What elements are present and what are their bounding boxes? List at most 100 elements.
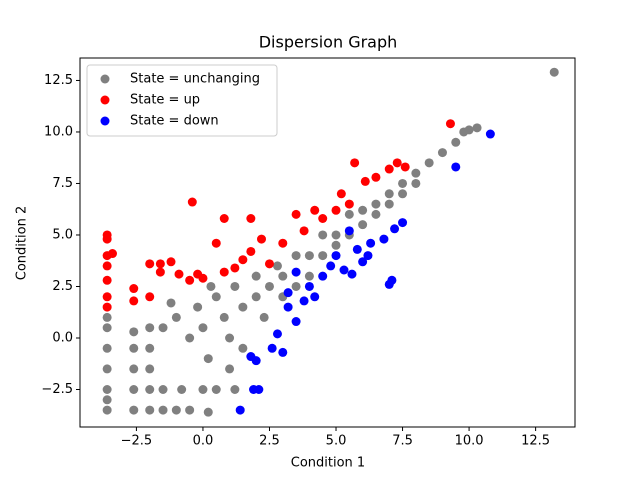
point (107, 249, 117, 259)
point (304, 251, 314, 261)
point (272, 329, 282, 339)
point (246, 246, 256, 256)
point (238, 343, 248, 353)
point (230, 385, 240, 395)
point (485, 129, 495, 139)
point (158, 405, 168, 415)
point (155, 267, 165, 277)
y-tick-label: 2.5 (52, 279, 73, 294)
point (398, 189, 408, 199)
point (102, 395, 112, 405)
point (304, 271, 314, 281)
point (400, 162, 410, 172)
point (185, 275, 195, 285)
point (225, 333, 235, 343)
point (379, 234, 389, 244)
point (310, 292, 320, 302)
point (299, 226, 309, 236)
point (230, 281, 240, 291)
point (219, 213, 229, 223)
point (198, 323, 208, 333)
point (211, 292, 221, 302)
point (251, 292, 261, 302)
point (472, 123, 482, 133)
point (352, 244, 362, 254)
point (398, 178, 408, 188)
point (206, 281, 216, 291)
point (363, 251, 373, 261)
point (102, 302, 112, 312)
x-tick-label: 7.5 (392, 434, 413, 449)
point (278, 271, 288, 281)
point (145, 323, 155, 333)
legend-box (86, 64, 278, 137)
point (267, 343, 277, 353)
point (203, 407, 213, 417)
point (371, 172, 381, 182)
point (158, 385, 168, 395)
point (155, 259, 165, 269)
x-tick-label: −2.5 (121, 434, 153, 449)
point (145, 292, 155, 302)
point (291, 317, 301, 327)
point (371, 209, 381, 219)
point (174, 269, 184, 279)
point (211, 385, 221, 395)
point (145, 259, 155, 269)
point (451, 162, 461, 172)
point (129, 385, 139, 395)
point (171, 405, 181, 415)
plot-frame (79, 57, 576, 428)
point (336, 189, 346, 199)
point (331, 230, 341, 240)
point (318, 213, 328, 223)
point (249, 385, 259, 395)
legend-label: State = unchanging (130, 72, 260, 87)
point (445, 119, 455, 129)
point (129, 296, 139, 306)
point (459, 127, 469, 137)
point (211, 238, 221, 248)
point (411, 168, 421, 178)
point (344, 209, 354, 219)
point (177, 385, 187, 395)
point (360, 176, 370, 186)
point (198, 273, 208, 283)
point (318, 271, 328, 281)
point (259, 312, 269, 322)
point (398, 218, 408, 228)
point (230, 263, 240, 273)
x-tick-label: 10.0 (455, 434, 484, 449)
point (304, 281, 314, 291)
point (411, 178, 421, 188)
point (166, 298, 176, 308)
point (145, 405, 155, 415)
point (344, 199, 354, 209)
point (283, 288, 293, 298)
point (145, 385, 155, 395)
point (272, 261, 282, 271)
point (424, 158, 434, 168)
y-tick-label: 0.0 (52, 330, 73, 345)
point (358, 220, 368, 230)
point (384, 199, 394, 209)
point (326, 261, 336, 271)
point (384, 189, 394, 199)
point (198, 385, 208, 395)
legend-marker (100, 116, 110, 126)
x-tick-label: 0.0 (193, 434, 214, 449)
y-tick-label: 10.0 (44, 124, 73, 139)
point (278, 238, 288, 248)
point (344, 226, 354, 236)
x-tick-label: 2.5 (259, 434, 280, 449)
point (102, 343, 112, 353)
point (358, 257, 368, 267)
point (318, 230, 328, 240)
point (102, 261, 112, 271)
point (185, 405, 195, 415)
x-axis-label: Condition 1 (291, 456, 365, 471)
point (437, 148, 447, 158)
point (219, 267, 229, 277)
point (102, 385, 112, 395)
point (102, 275, 112, 285)
